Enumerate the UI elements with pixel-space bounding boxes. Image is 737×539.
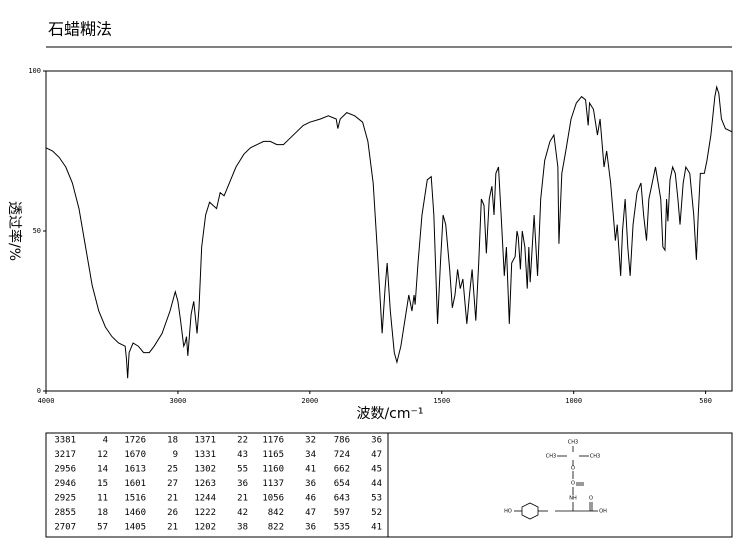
structure-label: OH: [599, 509, 607, 515]
x-tick-label: 1000: [565, 397, 582, 405]
peak-transmittance: 43: [237, 450, 248, 460]
peak-transmittance: 21: [237, 494, 248, 504]
peak-wavenumber: 1176: [262, 436, 284, 446]
x-tick-label: 500: [699, 397, 712, 405]
peak-wavenumber: 724: [334, 450, 350, 460]
peak-wavenumber: 1613: [124, 465, 146, 475]
peak-wavenumber: 3381: [54, 436, 76, 446]
peak-transmittance: 27: [167, 479, 178, 489]
peak-transmittance: 36: [237, 479, 248, 489]
peak-transmittance: 12: [97, 450, 108, 460]
peak-transmittance: 41: [371, 523, 382, 533]
peak-wavenumber: 1263: [194, 479, 216, 489]
table-frame: [45, 432, 733, 538]
peak-wavenumber: 654: [334, 479, 350, 489]
structure-label: O: [571, 466, 575, 472]
chart-title: 石蜡糊法: [48, 20, 112, 39]
spectrum-line: [45, 85, 733, 379]
peak-wavenumber: 1726: [124, 436, 146, 446]
peak-transmittance: 15: [97, 479, 108, 489]
structure-label: HO: [504, 509, 512, 515]
y-tick-label: 100: [28, 67, 41, 75]
peak-transmittance: 11: [97, 494, 108, 504]
peak-transmittance: 57: [97, 523, 108, 533]
peak-transmittance: 14: [97, 465, 108, 475]
x-axis-label: 波数/cm⁻¹: [356, 406, 423, 422]
peak-transmittance: 52: [371, 508, 382, 518]
peak-wavenumber: 3217: [54, 450, 76, 460]
structure-label: O: [589, 496, 593, 502]
peak-transmittance: 45: [371, 465, 382, 475]
peak-wavenumber: 1056: [262, 494, 284, 504]
peak-wavenumber: 1165: [262, 450, 284, 460]
structure-label: NH: [569, 496, 577, 502]
peak-wavenumber: 1331: [194, 450, 216, 460]
peak-transmittance: 18: [167, 436, 178, 446]
peak-wavenumber: 1670: [124, 450, 146, 460]
peak-wavenumber: 2707: [54, 523, 76, 533]
peak-transmittance: 36: [371, 436, 382, 446]
peak-transmittance: 34: [305, 450, 316, 460]
peak-wavenumber: 2855: [54, 508, 76, 518]
peak-transmittance: 21: [167, 523, 178, 533]
peak-transmittance: 41: [305, 465, 316, 475]
peak-wavenumber: 1405: [124, 523, 146, 533]
peak-wavenumber: 822: [268, 523, 284, 533]
plot-frame: [45, 70, 733, 392]
peak-wavenumber: 2956: [54, 465, 76, 475]
peak-wavenumber: 662: [334, 465, 350, 475]
peak-transmittance: 4: [103, 436, 108, 446]
peak-wavenumber: 1222: [194, 508, 216, 518]
peak-transmittance: 26: [167, 508, 178, 518]
y-tick-label: 0: [37, 387, 41, 395]
peak-transmittance: 21: [167, 494, 178, 504]
peak-wavenumber: 643: [334, 494, 350, 504]
peak-transmittance: 42: [237, 508, 248, 518]
peak-wavenumber: 842: [268, 508, 284, 518]
peak-transmittance: 38: [237, 523, 248, 533]
peak-wavenumber: 1160: [262, 465, 284, 475]
peak-wavenumber: 1601: [124, 479, 146, 489]
peak-wavenumber: 2925: [54, 494, 76, 504]
peak-wavenumber: 786: [334, 436, 350, 446]
peak-transmittance: 46: [305, 494, 316, 504]
x-tick-label: 4000: [38, 397, 55, 405]
peak-transmittance: 47: [305, 508, 316, 518]
peak-transmittance: 47: [371, 450, 382, 460]
peak-transmittance: 9: [173, 450, 178, 460]
peak-wavenumber: 1516: [124, 494, 146, 504]
peak-wavenumber: 535: [334, 523, 350, 533]
x-tick-label: 1500: [433, 397, 450, 405]
structure-label: CH3: [568, 440, 578, 446]
y-axis-label: 透过率/%: [6, 201, 23, 261]
peak-transmittance: 36: [305, 479, 316, 489]
peak-transmittance: 18: [97, 508, 108, 518]
structure-bonds: [514, 446, 598, 520]
peak-transmittance: 44: [371, 479, 382, 489]
peak-transmittance: 32: [305, 436, 316, 446]
peak-transmittance: 25: [167, 465, 178, 475]
peak-wavenumber: 1371: [194, 436, 216, 446]
peak-wavenumber: 1302: [194, 465, 216, 475]
peak-wavenumber: 1244: [194, 494, 216, 504]
peak-transmittance: 55: [237, 465, 248, 475]
peak-wavenumber: 597: [334, 508, 350, 518]
peak-transmittance: 36: [305, 523, 316, 533]
structure-label: O: [571, 481, 575, 487]
peak-wavenumber: 1137: [262, 479, 284, 489]
peak-transmittance: 22: [237, 436, 248, 446]
x-tick-label: 2000: [301, 397, 318, 405]
peak-wavenumber: 2946: [54, 479, 76, 489]
peak-wavenumber: 1202: [194, 523, 216, 533]
x-tick-label: 3000: [169, 397, 186, 405]
y-tick-label: 50: [33, 227, 41, 235]
peak-wavenumber: 1460: [124, 508, 146, 518]
peak-transmittance: 53: [371, 494, 382, 504]
structure-label: CH3: [546, 454, 556, 460]
structure-label: CH3: [590, 454, 600, 460]
